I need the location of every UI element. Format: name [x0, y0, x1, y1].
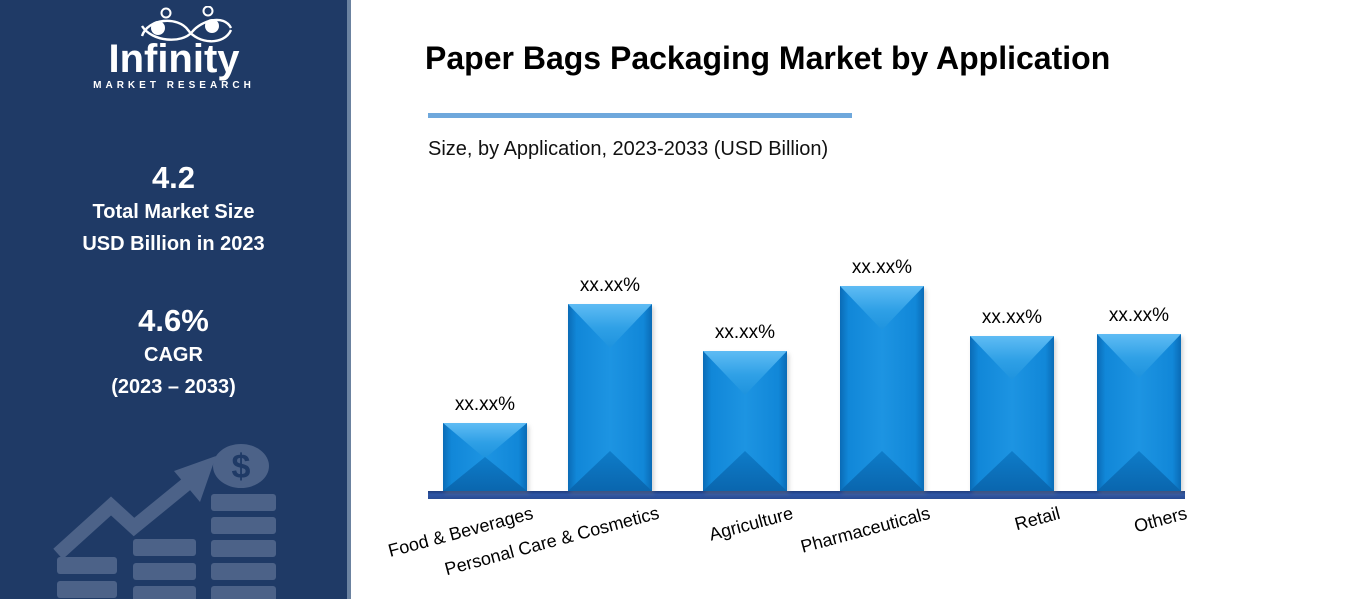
sidebar: Infinity MARKET RESEARCH 4.2 Total Marke… — [0, 0, 351, 599]
stat-market-size: 4.2 Total Market Size USD Billion in 202… — [0, 160, 347, 260]
chart-panel: Paper Bags Packaging Market by Applicati… — [355, 0, 1361, 599]
stat-market-size-value: 4.2 — [151, 160, 196, 195]
stat-market-size-line1: Total Market Size — [92, 200, 255, 223]
stat-cagr: 4.6% CAGR (2023 – 2033) — [0, 303, 347, 403]
bar-stack-right — [211, 494, 276, 511]
bar-stack-left — [57, 557, 117, 574]
bar-group: xx.xx% Personal Care & Cosmetics — [442, 0, 720, 599]
bar — [840, 286, 924, 491]
bar-value-label: xx.xx% — [851, 257, 913, 278]
bar-value-label: xx.xx% — [1108, 305, 1170, 326]
logo-tagline: MARKET RESEARCH — [93, 80, 255, 91]
bar-bevel-bottom — [1097, 451, 1181, 491]
dollar-coin-icon — [213, 444, 269, 488]
stat-cagr-value: 4.6% — [138, 303, 209, 338]
svg-text:$: $ — [232, 448, 251, 486]
title-underline — [428, 113, 852, 118]
bar-chart: xx.xx% Food & Beverages xx.xx% Personal Car… — [355, 0, 1361, 599]
bar — [1097, 334, 1181, 491]
x-axis-baseline — [428, 491, 1185, 499]
chart-title: Paper Bags Packaging Market by Applicati… — [425, 40, 1111, 76]
bar-group: xx.xx% Agriculture — [635, 0, 855, 599]
stat-cagr-line1: CAGR — [144, 343, 203, 366]
growth-chart-graphic: $ — [48, 434, 288, 599]
bar — [970, 336, 1054, 491]
bar-group: xx.xx% Pharmaceuticals — [772, 0, 992, 599]
bar-bevel-top — [1097, 334, 1181, 378]
bar-value-label: xx.xx% — [714, 322, 776, 343]
stat-market-size-line2: USD Billion in 2023 — [82, 232, 265, 255]
bar — [568, 304, 652, 491]
bar-value-label: xx.xx% — [579, 275, 641, 296]
chart-subtitle: Size, by Application, 2023-2033 (USD Bil… — [428, 138, 829, 160]
bar-group: xx.xx% Food & Beverages — [375, 0, 595, 599]
logo-brand-text: Infinity — [108, 37, 240, 81]
bar-value-label: xx.xx% — [981, 307, 1043, 328]
stat-cagr-line2: (2023 – 2033) — [111, 375, 236, 398]
bar-group: xx.xx% Retail — [902, 0, 1122, 599]
infinity-icon: Infinity MARKET RESEARCH — [93, 5, 255, 91]
bar — [443, 423, 527, 491]
bar — [703, 351, 787, 491]
bar-value-label: xx.xx% — [454, 394, 516, 415]
infinity-dot-left — [150, 21, 165, 35]
bar-stack-middle — [133, 539, 196, 556]
logo: Infinity MARKET RESEARCH — [0, 5, 347, 103]
bar-group: xx.xx% Others — [1029, 0, 1249, 599]
growth-arrow-icon — [53, 456, 216, 560]
infinity-dot-right — [204, 19, 219, 33]
